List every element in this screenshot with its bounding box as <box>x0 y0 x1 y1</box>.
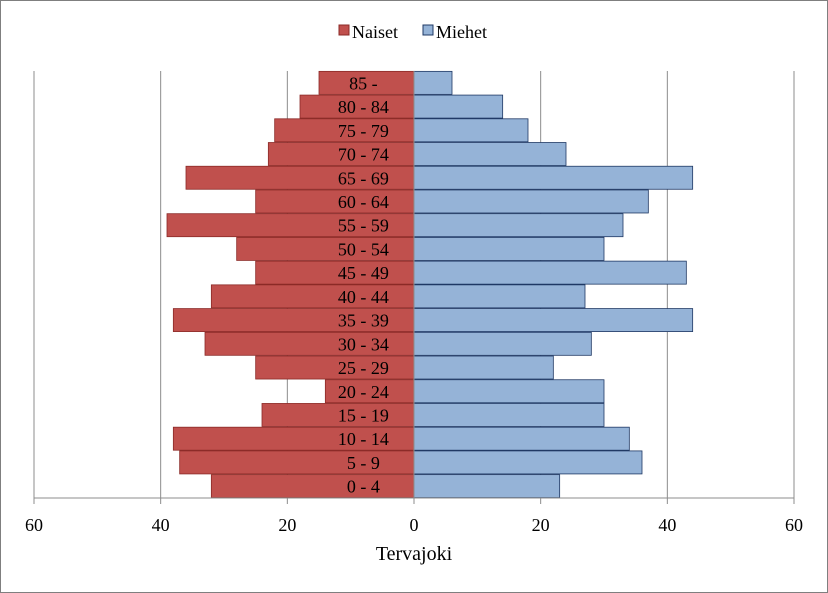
legend-swatch-miehet <box>422 24 434 36</box>
x-tick-label-2: 20 <box>278 515 296 535</box>
bar-naiset-0 <box>210 474 415 499</box>
category-label-2: 10 - 14 <box>338 429 389 449</box>
legend: Naiset Miehet <box>338 22 487 42</box>
bar-miehet-12 <box>413 189 649 214</box>
bar-miehet-13 <box>413 165 694 190</box>
category-label-9: 45 - 49 <box>338 263 389 283</box>
bar-naiset-12 <box>255 189 415 214</box>
category-label-1: 5 - 9 <box>347 453 380 473</box>
category-label-7: 35 - 39 <box>338 311 389 331</box>
category-label-0: 0 - 4 <box>347 477 380 497</box>
category-label-6: 30 - 34 <box>338 334 389 354</box>
bar-miehet-6 <box>413 331 592 356</box>
bar-miehet-7 <box>413 308 694 332</box>
x-tick-label-6: 60 <box>785 515 803 535</box>
bar-miehet-3 <box>413 403 605 427</box>
category-label-4: 20 - 24 <box>338 382 389 402</box>
x-axis-title: Tervajoki <box>376 543 453 565</box>
category-label-14: 70 - 74 <box>338 145 389 165</box>
bar-miehet-5 <box>413 355 554 380</box>
legend-swatch-naiset <box>338 24 350 36</box>
x-tick-label-3: 0 <box>410 515 419 535</box>
legend-label-miehet: Miehet <box>436 22 487 42</box>
x-tick-label-0: 60 <box>25 515 43 535</box>
bar-miehet-8 <box>413 284 586 309</box>
bar-miehet-10 <box>413 237 605 261</box>
bar-miehet-17 <box>413 70 453 95</box>
category-labels: 0 - 4 5 - 9 10 - 14 15 - 19 20 - 24 25 - 29 30… <box>338 73 389 496</box>
bar-miehet-11 <box>413 213 624 238</box>
category-label-15: 75 - 79 <box>338 121 389 141</box>
bar-naiset-5 <box>255 355 415 380</box>
x-tick-label-5: 40 <box>658 515 676 535</box>
x-tick-label-4: 20 <box>532 515 550 535</box>
bar-miehet-9 <box>413 260 687 285</box>
bar-miehet-15 <box>413 118 529 143</box>
bar-miehet-16 <box>413 94 504 119</box>
legend-label-naiset: Naiset <box>352 22 398 42</box>
bar-miehet-0 <box>413 474 561 499</box>
x-tick-label-1: 40 <box>152 515 170 535</box>
bar-naiset-9 <box>255 260 415 285</box>
bar-miehet-4 <box>413 379 605 404</box>
bar-miehet-2 <box>413 426 630 451</box>
category-label-11: 55 - 59 <box>338 216 389 236</box>
category-label-10: 50 - 54 <box>338 239 389 259</box>
category-label-8: 40 - 44 <box>338 287 389 307</box>
bar-miehet-14 <box>413 142 567 166</box>
x-axis: 60 40 20 0 20 40 60 <box>25 71 803 535</box>
category-label-17: 85 - <box>349 73 378 93</box>
category-label-13: 65 - 69 <box>338 168 389 188</box>
category-label-5: 25 - 29 <box>338 358 389 378</box>
category-label-16: 80 - 84 <box>338 97 389 117</box>
category-label-3: 15 - 19 <box>338 405 389 425</box>
bars <box>166 70 694 499</box>
bar-miehet-1 <box>413 450 643 475</box>
category-label-12: 60 - 64 <box>338 192 389 212</box>
